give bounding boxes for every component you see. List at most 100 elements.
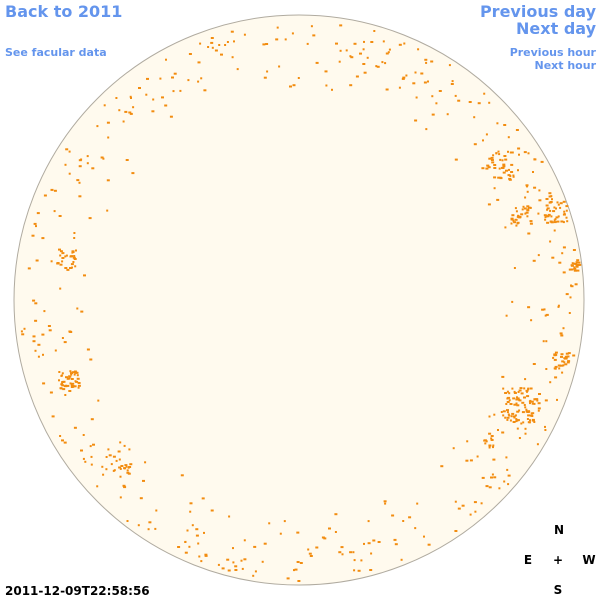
facula <box>63 441 67 444</box>
facula <box>538 199 542 202</box>
facula <box>562 271 566 274</box>
facula <box>451 80 454 83</box>
facula <box>58 379 60 382</box>
facula <box>519 387 523 390</box>
facula <box>164 104 168 107</box>
facula <box>549 381 552 384</box>
facula <box>512 175 515 178</box>
facula <box>423 535 425 538</box>
next-day-link[interactable]: Next day <box>516 19 597 38</box>
facula <box>403 42 406 45</box>
facula <box>509 419 512 422</box>
facula <box>543 214 547 217</box>
facula <box>554 367 557 370</box>
facula <box>474 510 477 513</box>
facula <box>27 267 31 270</box>
facula <box>454 158 458 161</box>
facula <box>465 459 469 462</box>
facula <box>488 444 492 447</box>
facula <box>566 220 569 223</box>
facula <box>527 208 530 211</box>
facula <box>523 404 526 406</box>
facula <box>92 443 95 446</box>
facula <box>107 448 110 451</box>
facula <box>70 372 73 375</box>
facula <box>501 167 505 169</box>
facula <box>545 313 549 316</box>
facula <box>558 367 561 370</box>
facula <box>172 90 175 93</box>
facula <box>106 179 110 182</box>
facula <box>224 44 227 46</box>
facula <box>372 539 376 542</box>
facula <box>506 468 509 471</box>
facula <box>545 204 549 207</box>
facula <box>86 348 90 351</box>
facula <box>417 48 420 51</box>
previous-hour-link[interactable]: Previous hour <box>510 46 597 59</box>
facula <box>387 51 390 54</box>
facula <box>493 187 496 190</box>
facula <box>197 542 200 545</box>
facula <box>382 40 385 43</box>
facula <box>362 48 365 51</box>
facula <box>576 259 580 262</box>
facula <box>339 24 343 27</box>
facula <box>563 210 566 213</box>
facula <box>488 415 491 418</box>
facula <box>546 207 550 210</box>
facula <box>370 552 373 555</box>
facula <box>557 364 561 367</box>
facula <box>203 531 205 534</box>
facula <box>334 513 338 516</box>
facula <box>553 358 557 361</box>
facula <box>308 552 312 555</box>
back-year-link[interactable]: Back to 2011 <box>5 2 122 21</box>
facula <box>226 558 230 561</box>
facula <box>514 207 517 210</box>
next-hour-link[interactable]: Next hour <box>535 59 597 72</box>
facula <box>414 119 418 122</box>
facula <box>73 232 76 234</box>
facular-link[interactable]: See facular data <box>5 46 107 59</box>
facula <box>520 392 524 395</box>
facula <box>549 220 552 223</box>
facula <box>516 427 519 430</box>
facula <box>268 522 271 525</box>
facula <box>532 259 536 262</box>
facula <box>293 569 295 572</box>
facula <box>574 263 578 265</box>
facula <box>485 133 488 136</box>
facula <box>529 222 533 225</box>
facula <box>557 305 560 308</box>
facula <box>357 569 361 572</box>
facula <box>349 84 353 87</box>
previous-day-link[interactable]: Previous day <box>480 2 597 21</box>
facula <box>557 215 560 218</box>
facula <box>560 364 564 367</box>
facula <box>88 217 92 220</box>
facula <box>490 437 493 440</box>
facula <box>512 174 515 177</box>
facula <box>510 415 513 418</box>
facula <box>31 234 35 237</box>
facula <box>469 513 472 516</box>
facula <box>76 374 79 377</box>
facula <box>402 76 406 79</box>
facula <box>376 65 380 68</box>
facula <box>487 203 491 206</box>
facula <box>62 388 66 391</box>
facula <box>363 542 365 545</box>
facula <box>263 76 267 79</box>
facula <box>565 205 569 208</box>
facula <box>331 88 333 91</box>
facula <box>510 151 514 154</box>
facula <box>103 104 106 107</box>
facula <box>516 215 519 218</box>
facula <box>490 156 494 159</box>
facula <box>431 113 435 116</box>
facula <box>454 94 457 97</box>
facula <box>483 92 486 95</box>
facula <box>349 55 352 58</box>
facula <box>262 43 266 46</box>
